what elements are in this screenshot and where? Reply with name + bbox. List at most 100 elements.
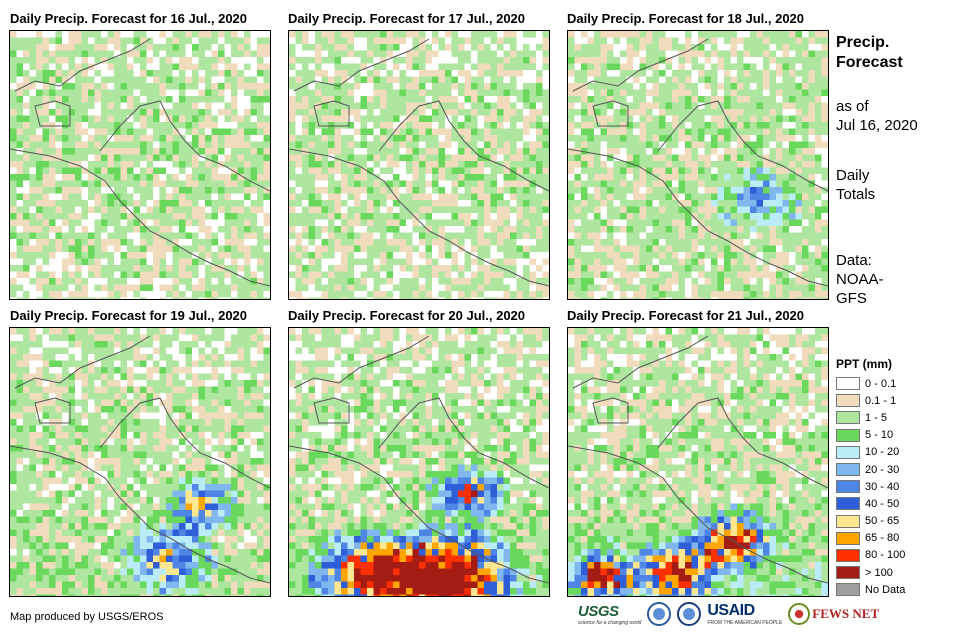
precip-cell [198, 284, 206, 292]
precip-cell [425, 122, 433, 129]
precip-cell [263, 239, 270, 246]
precip-cell [185, 226, 193, 233]
precip-cell [581, 167, 588, 175]
precip-cell [36, 63, 43, 71]
precip-cell [815, 31, 822, 38]
precip-cell [231, 219, 238, 227]
precip-cell [315, 265, 322, 272]
precip-cell [782, 239, 790, 246]
precip-cell [516, 219, 524, 227]
precip-cell [815, 122, 822, 129]
precip-cell [42, 271, 50, 279]
precip-cell [419, 161, 426, 168]
precip-cell [769, 128, 777, 136]
precip-cell [289, 135, 296, 142]
precip-cell [94, 167, 102, 175]
precip-cell [445, 122, 452, 129]
precip-cell [159, 219, 167, 227]
precip-cell [328, 297, 335, 299]
precip-cell [730, 102, 738, 110]
precip-cell [419, 291, 426, 298]
precip-cell [250, 122, 258, 129]
precip-cell [672, 70, 679, 77]
precip-cell [257, 89, 264, 97]
precip-cell [510, 278, 517, 285]
precip-cell [594, 141, 601, 149]
precip-cell [691, 200, 699, 207]
precip-cell [756, 102, 764, 110]
precip-cell [730, 63, 738, 71]
precip-cell [237, 154, 245, 162]
precip-cell [633, 219, 640, 227]
precip-cell [101, 96, 108, 103]
precip-cell [29, 102, 37, 110]
precip-cell [295, 232, 303, 240]
precip-cell [146, 154, 154, 162]
precip-cell [821, 226, 828, 233]
precip-cell [516, 161, 524, 168]
precip-cell [568, 284, 575, 292]
precip-cell [107, 167, 115, 175]
precip-cell [776, 154, 783, 162]
precip-cell [179, 284, 186, 292]
precip-cell [205, 135, 212, 142]
precip-cell [68, 141, 76, 149]
precip-cell [386, 200, 394, 207]
precip-cell [347, 76, 355, 84]
precip-cell [490, 271, 498, 279]
precip-cell [503, 271, 511, 279]
precip-cell [166, 89, 173, 97]
precip-cell [211, 239, 219, 246]
precip-cell [659, 174, 666, 181]
precip-cell [198, 83, 206, 90]
precip-cell [445, 148, 452, 155]
precip-cell [101, 50, 108, 58]
precip-cell [574, 89, 582, 97]
precip-cell [354, 239, 361, 246]
precip-cell [42, 291, 50, 298]
precip-cell [55, 180, 63, 188]
precip-cell [42, 161, 50, 168]
precip-cell [399, 174, 407, 181]
precip-cell [808, 245, 816, 253]
precip-cell [185, 206, 193, 214]
precip-cell [464, 265, 472, 272]
precip-cell [231, 200, 238, 207]
precip-cell [503, 70, 511, 77]
precip-cell [140, 278, 147, 285]
precip-cell [594, 115, 601, 123]
precip-cell [665, 213, 673, 220]
precip-cell [133, 161, 141, 168]
precip-cell [633, 252, 640, 259]
precip-cell [29, 226, 37, 233]
precip-cell [159, 291, 167, 298]
precip-cell [218, 167, 225, 175]
precip-cell [94, 63, 102, 71]
precip-cell [691, 31, 699, 38]
precip-cell [393, 278, 400, 285]
precip-cell [704, 70, 712, 77]
precip-cell [815, 245, 822, 253]
precip-cell [347, 258, 355, 266]
precip-cell [490, 76, 498, 84]
precip-cell [763, 174, 770, 181]
precip-cell [698, 213, 705, 220]
precip-cell [789, 63, 796, 71]
precip-cell [81, 83, 89, 90]
precip-cell [55, 89, 63, 97]
precip-cell [484, 76, 491, 84]
precip-cell [652, 226, 660, 233]
precip-cell [691, 245, 699, 253]
precip-cell [769, 252, 777, 259]
precip-cell [497, 180, 504, 188]
precip-cell [620, 50, 627, 58]
precip-cell [626, 167, 634, 175]
precip-cell [367, 161, 374, 168]
precip-cell [23, 258, 30, 266]
precip-cell [451, 213, 459, 220]
precip-cell [594, 76, 601, 84]
precip-cell [412, 219, 420, 227]
precip-cell [529, 180, 537, 188]
precip-cell [477, 50, 485, 58]
precip-cell [490, 206, 498, 214]
